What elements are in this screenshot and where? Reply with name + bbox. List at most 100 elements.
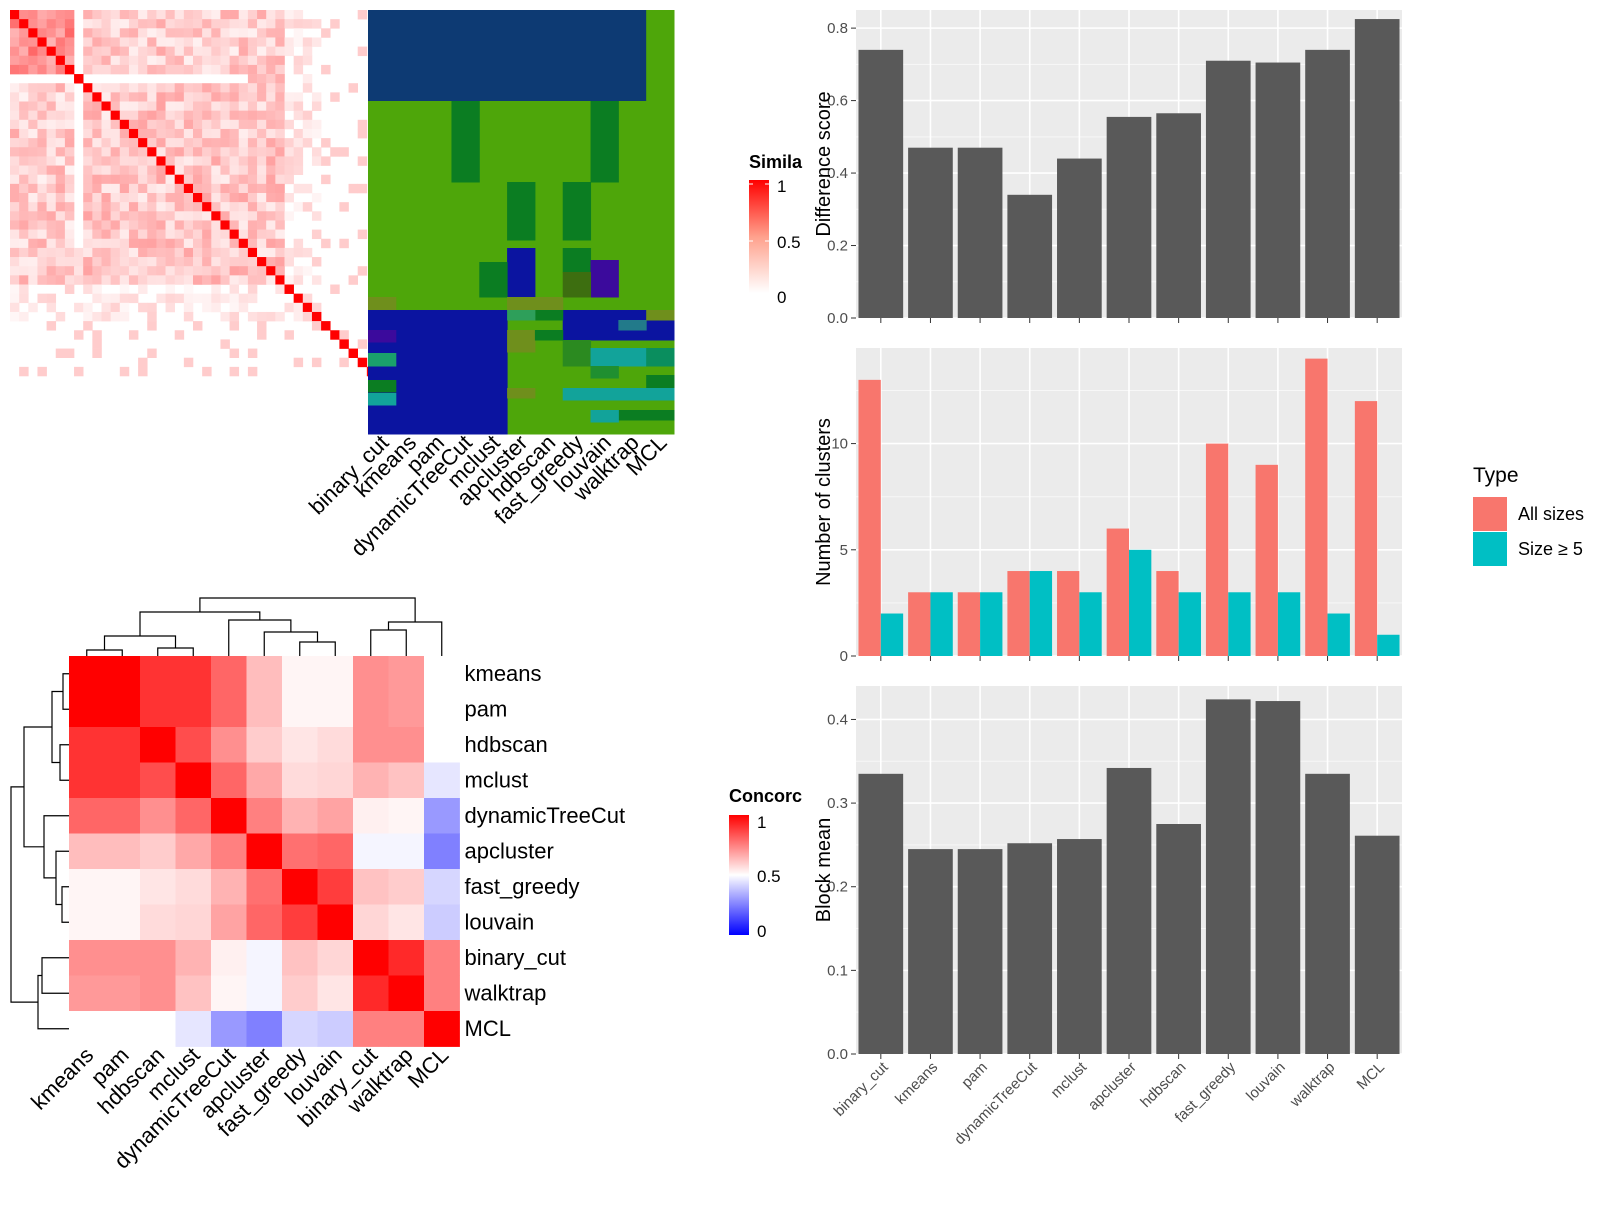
similarity-cell	[284, 284, 294, 294]
similarity-cell	[257, 183, 267, 194]
similarity-cell	[165, 284, 175, 294]
similarity-cell	[202, 138, 212, 148]
similarity-cell	[46, 321, 57, 331]
similarity-cell	[257, 92, 267, 102]
concordance-cell-dynamicTreeCut-dynamicTreeCut	[211, 798, 247, 834]
similarity-cell	[165, 119, 175, 130]
similarity-cell	[211, 10, 221, 20]
similarity-cell	[110, 247, 121, 258]
bar-size-ge5-pam	[980, 592, 1003, 656]
similarity-cell	[138, 28, 148, 38]
x-category-label-mclust: mclust	[1048, 1058, 1091, 1101]
similarity-cell	[257, 211, 267, 221]
similarity-cell	[293, 275, 304, 285]
similarity-cell	[92, 119, 102, 130]
similarity-cell	[247, 266, 258, 276]
similarity-cell	[247, 46, 258, 57]
similarity-cell	[55, 348, 66, 358]
similarity-cell	[138, 357, 148, 368]
similarity-cell	[211, 275, 221, 285]
similarity-cell	[28, 10, 38, 20]
similarity-cell	[183, 138, 194, 148]
similarity-cell	[110, 138, 121, 148]
similarity-cell	[92, 202, 102, 212]
similarity-cell	[83, 302, 93, 313]
similarity-cell	[220, 311, 230, 322]
bar-all-sizes-fast_greedy	[1205, 443, 1229, 656]
similarity-cell	[220, 119, 230, 130]
similarity-cell	[202, 293, 212, 304]
similarity-cell	[257, 128, 267, 139]
similarity-cell	[64, 64, 75, 75]
similarity-cell	[220, 83, 230, 93]
similarity-cell	[101, 202, 111, 212]
similarity-cell	[110, 37, 121, 47]
concordance-cell-dynamicTreeCut-binary_cut	[353, 798, 389, 834]
similarity-cell	[138, 366, 148, 377]
similarity-cell	[275, 193, 285, 203]
assignment-cell	[368, 310, 508, 435]
similarity-cell	[183, 183, 194, 194]
similarity-cell	[211, 302, 221, 313]
similarity-cell	[302, 37, 313, 47]
similarity-cell	[128, 110, 139, 121]
similarity-cell	[266, 266, 276, 276]
similarity-cell	[193, 101, 203, 111]
similarity-cell	[64, 193, 75, 203]
similarity-cell	[275, 37, 285, 47]
similarity-cell	[339, 330, 349, 340]
similarity-cell	[128, 55, 139, 66]
similarity-cell	[19, 46, 29, 57]
similarity-cell	[238, 293, 249, 304]
similarity-cell	[348, 83, 358, 93]
concordance-cell-louvain-apcluster	[246, 904, 283, 941]
similarity-cell	[193, 257, 203, 267]
similarity-cell	[311, 229, 322, 240]
similarity-cell	[275, 284, 285, 294]
similarity-tick-1: 1	[777, 177, 786, 196]
similarity-cell	[211, 64, 221, 75]
similarity-cell	[257, 311, 267, 322]
similarity-cell	[193, 128, 203, 139]
similarity-cell	[247, 138, 258, 148]
method-labels: binary_cutkmeanspamdynamicTreeCutmclusta…	[304, 430, 672, 561]
similarity-cell	[302, 183, 313, 194]
similarity-cell	[101, 156, 111, 166]
similarity-cell	[92, 128, 102, 139]
similarity-cell	[220, 257, 230, 267]
similarity-cell	[202, 275, 212, 285]
similarity-cell	[19, 92, 29, 102]
similarity-cell	[202, 266, 212, 276]
similarity-cell	[257, 247, 267, 258]
similarity-cell	[147, 202, 157, 212]
similarity-cell	[238, 119, 249, 130]
dendrogram-branch	[59, 744, 69, 781]
similarity-cell	[138, 275, 148, 285]
similarity-cell	[37, 275, 47, 285]
similarity-cell	[229, 92, 240, 102]
similarity-cell	[247, 10, 258, 20]
similarity-cell	[284, 211, 294, 221]
similarity-cell	[321, 174, 331, 185]
similarity-cell	[156, 257, 166, 267]
similarity-cell	[193, 193, 203, 203]
similarity-cell	[174, 37, 185, 47]
similarity-cell	[46, 238, 57, 249]
similarity-cell	[28, 266, 38, 276]
similarity-cell	[183, 293, 194, 304]
similarity-cell	[165, 193, 175, 203]
similarity-cell	[247, 366, 258, 377]
similarity-cell	[211, 165, 221, 175]
concordance-cell-pam-hdbscan	[140, 691, 176, 728]
y-tick-label: 0.3	[827, 795, 848, 812]
similarity-cell	[101, 257, 111, 267]
similarity-cell	[357, 128, 368, 139]
similarity-cell	[202, 202, 212, 212]
concordance-cell-pam-binary_cut	[353, 691, 389, 728]
similarity-cell	[64, 83, 75, 93]
similarity-cell	[174, 83, 185, 93]
similarity-cell	[28, 229, 38, 240]
similarity-cell	[257, 321, 267, 331]
similarity-cell	[293, 165, 304, 175]
concordance-cell-dynamicTreeCut-kmeans	[69, 798, 105, 834]
